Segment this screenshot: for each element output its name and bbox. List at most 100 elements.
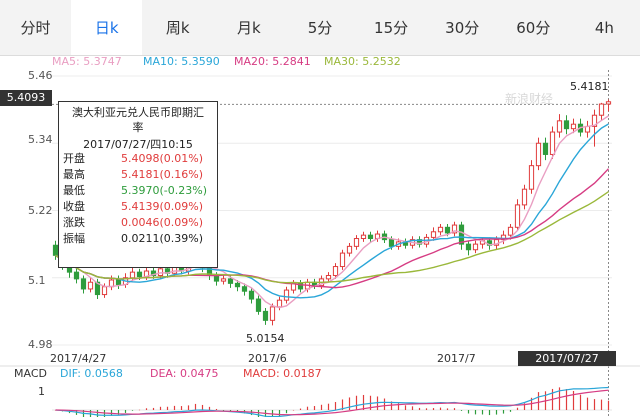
macd-bar [453, 408, 456, 410]
macd-bar [523, 403, 526, 410]
tab-7[interactable]: 60分 [516, 19, 551, 37]
candle-body [339, 252, 346, 268]
macd-bar [299, 408, 302, 410]
macd-bar [586, 397, 589, 410]
macd-bar [397, 403, 400, 410]
macd-bar [565, 389, 568, 410]
high-annotation: 5.4181 [570, 80, 609, 93]
macd-bar [558, 387, 561, 410]
macd-bar [572, 390, 575, 410]
tooltip-row: 最低 5.3970(-0.23%) [63, 183, 213, 199]
macd-bar [166, 406, 169, 410]
candle-body [325, 275, 332, 280]
x-tick-label: 2017/6 [248, 352, 287, 365]
candle-body [444, 226, 451, 234]
macd-bar [208, 406, 211, 410]
macd-bar [439, 407, 442, 410]
macd-bar [425, 408, 428, 410]
ma5-line [55, 115, 609, 309]
tab-6[interactable]: 30分 [445, 19, 480, 37]
macd-bar [285, 410, 288, 414]
macd-bar [481, 410, 484, 415]
candle-body [367, 234, 374, 240]
macd-bar [600, 399, 603, 410]
macd-bar [306, 406, 309, 410]
macd-bar [327, 403, 330, 410]
macd-bar [383, 398, 386, 410]
tooltip-title-line: 率 [132, 121, 144, 134]
candle-body [227, 278, 234, 284]
current-time-tag: 2017/07/27 10:15 [518, 351, 616, 380]
candle-body [101, 286, 108, 296]
candle-body [353, 238, 360, 247]
candle-body [458, 224, 465, 245]
candle-body [94, 281, 101, 296]
tooltip-row-label: 最高 [63, 168, 85, 181]
candle-body [472, 243, 479, 251]
macd-bar [229, 410, 232, 412]
moving-average-lines [55, 115, 610, 309]
macd-bar [138, 409, 141, 411]
y-tick-label: 5.1 [28, 274, 46, 287]
candle-body [528, 165, 535, 190]
macd-bar [117, 410, 120, 415]
tooltip-row: 开盘 5.4098(0.01%) [63, 151, 213, 167]
candle-body [80, 278, 87, 290]
macd-bar [488, 410, 491, 416]
candle-body [465, 243, 472, 251]
macd-bar [334, 402, 337, 410]
macd-bar [474, 410, 477, 415]
tooltip-row-label: 振幅 [63, 232, 85, 245]
candle-body [73, 271, 80, 280]
x-tick-label: 2017/4/27 [50, 352, 107, 365]
macd-bar [173, 405, 176, 410]
macd-bar [131, 410, 134, 411]
ma30-legend: MA30: 5.2532 [324, 55, 401, 68]
macd-bar [516, 407, 519, 410]
candle-body [570, 123, 577, 130]
candle-body [255, 298, 262, 312]
tab-4[interactable]: 5分 [307, 19, 333, 37]
candle-body [346, 245, 353, 254]
tab-3[interactable]: 月k [237, 19, 261, 37]
tooltip-row-value: 5.4181(0.16%) [121, 168, 204, 181]
macd-bar [152, 407, 155, 410]
candle-body [269, 306, 276, 321]
ma20-legend: MA20: 5.2841 [234, 55, 311, 68]
candle-body [332, 266, 339, 277]
macd-histogram [52, 386, 612, 417]
candle-body [430, 231, 437, 238]
tab-8[interactable]: 4h [594, 18, 614, 37]
period-tabs: 分时 日k 周k 月k 5分 15分 30分 60分 4h [0, 0, 640, 56]
tab-5[interactable]: 15分 [374, 19, 409, 37]
tooltip-row-value: 5.4098(0.01%) [121, 152, 204, 165]
candle-body [535, 142, 542, 167]
macd-bar [362, 394, 365, 410]
tooltip-row-label: 开盘 [63, 152, 85, 165]
macd-bar [159, 406, 162, 410]
candle-body [563, 120, 570, 130]
current-price-tag: 5.4093 [0, 90, 52, 106]
tab-2[interactable]: 周k [165, 19, 190, 37]
tooltip-row-value: 5.4139(0.09%) [121, 200, 204, 213]
tooltip-row-value: 0.0211(0.39%) [121, 232, 204, 245]
macd-value: MACD: 0.0187 [243, 367, 322, 380]
candle-body [87, 281, 94, 290]
macd-bar [411, 406, 414, 410]
candle-body [605, 101, 612, 105]
ma5-legend: MA5: 5.3747 [52, 55, 122, 68]
tab-1[interactable]: 日k [71, 0, 143, 55]
tooltip-row-label: 收盘 [63, 200, 85, 213]
candle-body [248, 290, 255, 300]
candle-body [507, 226, 514, 236]
low-annotation: 5.0154 [246, 332, 285, 345]
macd-bar [579, 394, 582, 410]
tab-0[interactable]: 分时 [20, 19, 51, 37]
macd-bar [390, 401, 393, 410]
macd-bar [418, 407, 421, 410]
macd-bar [537, 392, 540, 410]
candle-body [262, 310, 269, 321]
macd-bar [502, 410, 505, 414]
macd-bar [432, 408, 435, 410]
